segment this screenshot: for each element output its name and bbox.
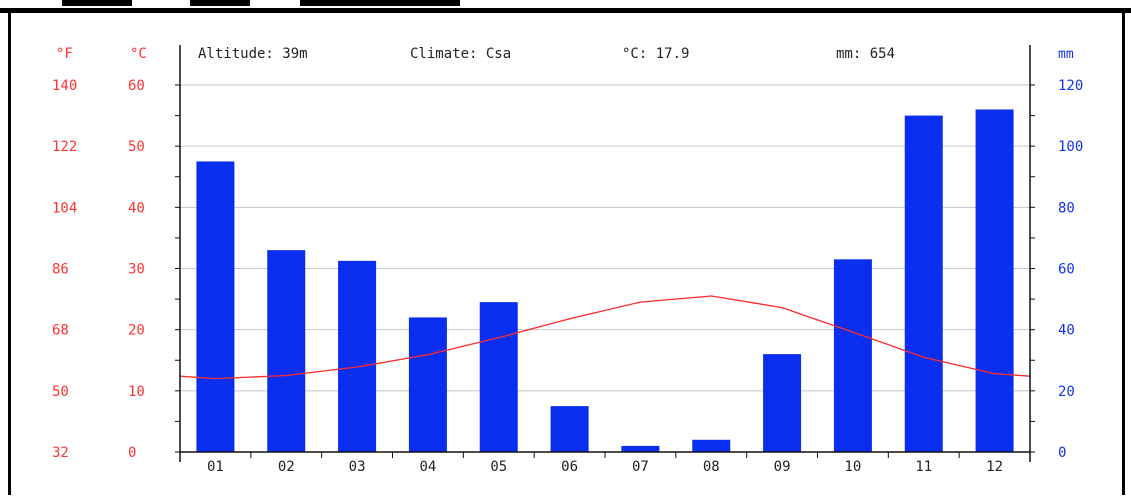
precipitation-text: mm: 654 <box>836 46 895 62</box>
precip-bar-03 <box>338 260 377 452</box>
month-label-04: 04 <box>419 459 436 475</box>
mm-tick-label: 40 <box>1058 323 1075 339</box>
grid-lines <box>180 84 1030 392</box>
right-border <box>1122 10 1125 495</box>
mm-tick-label: 0 <box>1058 445 1066 461</box>
axes-group <box>175 45 1035 462</box>
month-label-08: 08 <box>703 459 720 475</box>
month-label-03: 03 <box>349 459 366 475</box>
title-remnant-3 <box>300 0 460 6</box>
f-tick-label: 122 <box>52 139 77 155</box>
temperature-line-group <box>179 295 1031 380</box>
precip-bar-08 <box>692 439 731 452</box>
f-tick-label: 50 <box>52 384 69 400</box>
top-border <box>0 8 1131 13</box>
c-tick-label: 40 <box>128 200 145 216</box>
climate-text: Climate: Csa <box>410 46 511 62</box>
precip-bar-04 <box>408 317 447 452</box>
title-remnant-2 <box>190 0 250 6</box>
altitude-text: Altitude: 39m <box>198 46 308 62</box>
c-tick-label: 20 <box>128 323 145 339</box>
precip-bar-05 <box>479 302 518 452</box>
c-tick-label: 10 <box>128 384 145 400</box>
c-tick-label: 0 <box>128 445 136 461</box>
precip-bar-09 <box>763 354 802 452</box>
f-tick-label: 104 <box>52 200 77 216</box>
precip-bar-11 <box>904 115 943 452</box>
mm-tick-label: 60 <box>1058 262 1075 278</box>
mm-unit-label: mm <box>1058 47 1074 62</box>
month-label-07: 07 <box>632 459 649 475</box>
c-tick-label: 50 <box>128 139 145 155</box>
precipitation-bars <box>196 109 1014 453</box>
precip-bar-06 <box>550 406 589 452</box>
mm-tick-label: 80 <box>1058 200 1075 216</box>
temperature-text: °C: 17.9 <box>622 46 689 62</box>
left-border <box>8 10 11 495</box>
f-tick-label: 68 <box>52 323 69 339</box>
month-label-02: 02 <box>278 459 295 475</box>
c-tick-label: 30 <box>128 262 145 278</box>
precip-bar-02 <box>267 250 306 452</box>
f-tick-label: 32 <box>52 445 69 461</box>
precip-bar-12 <box>975 109 1014 452</box>
mm-tick-label: 20 <box>1058 384 1075 400</box>
month-label-09: 09 <box>774 459 791 475</box>
month-label-10: 10 <box>844 459 861 475</box>
month-label-05: 05 <box>490 459 507 475</box>
precip-bar-10 <box>833 259 872 452</box>
mm-tick-label: 100 <box>1058 139 1083 155</box>
precip-bar-01 <box>196 161 235 453</box>
f-tick-label: 140 <box>52 78 77 94</box>
month-label-06: 06 <box>561 459 578 475</box>
f-tick-label: 86 <box>52 262 69 278</box>
month-label-01: 01 <box>207 459 224 475</box>
f-unit-label: °F <box>56 46 73 62</box>
mm-tick-label: 120 <box>1058 78 1083 94</box>
precip-bar-07 <box>621 445 660 452</box>
temperature-line <box>179 295 1031 380</box>
month-label-12: 12 <box>986 459 1003 475</box>
c-tick-label: 60 <box>128 78 145 94</box>
title-remnant-1 <box>62 0 132 6</box>
c-unit-label: °C <box>130 46 147 62</box>
month-label-11: 11 <box>915 459 932 475</box>
